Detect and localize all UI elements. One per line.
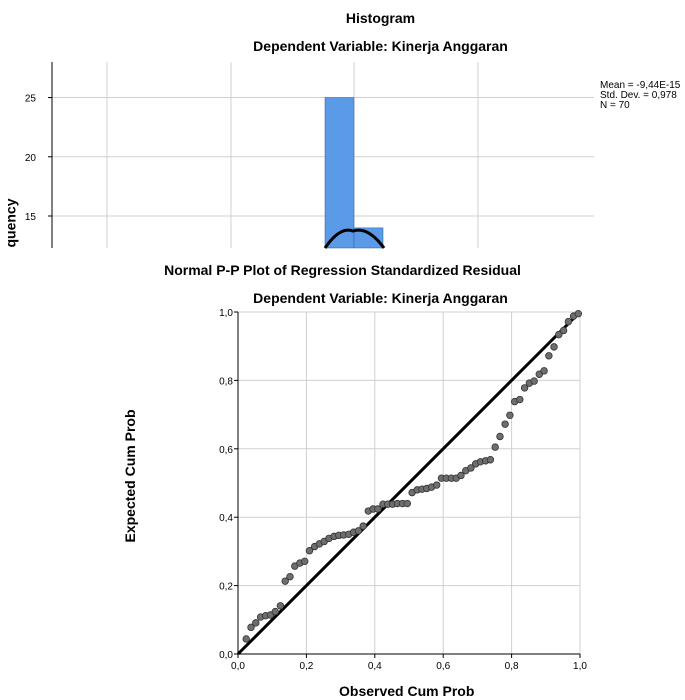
pp-data-point	[276, 602, 285, 610]
pp-data-point	[467, 464, 475, 472]
pp-data-point	[354, 527, 363, 535]
pp-data-point	[491, 443, 499, 451]
pp-data-point	[516, 395, 524, 404]
histogram-bar	[324, 97, 355, 249]
pp-data-point	[242, 635, 250, 643]
pp-data-point	[506, 411, 514, 419]
pp-data-point	[540, 367, 548, 375]
pp-data-point	[300, 557, 309, 566]
pp-y-tick-label: 0,2	[219, 582, 233, 593]
pp-data-point	[564, 317, 573, 326]
stats-std-dev: Std. Dev. = 0,978	[600, 90, 677, 101]
pp-x-tick-label: 0,2	[299, 661, 313, 672]
pp-data-point	[545, 352, 553, 360]
stats-n: N = 70	[600, 100, 630, 111]
histogram-y-tick-label: 15	[25, 212, 37, 223]
pp-data-point	[550, 343, 558, 351]
pp-y-tick-label: 0,4	[219, 513, 233, 524]
pp-data-point	[359, 522, 367, 530]
pp-plot-subtitle: Dependent Variable: Kinerja Anggaran	[253, 290, 508, 306]
pp-data-point	[271, 607, 279, 616]
histogram-y-tick-label: 25	[25, 94, 37, 105]
pp-data-point	[486, 456, 495, 464]
pp-data-point	[286, 573, 294, 581]
stats-mean: Mean = -9,44E-15	[600, 80, 681, 91]
histogram-subtitle: Dependent Variable: Kinerja Anggaran	[253, 38, 508, 54]
pp-data-point	[403, 499, 411, 508]
pp-data-point	[457, 471, 465, 480]
pp-data-point	[433, 481, 441, 489]
pp-plot-x-axis-label: Observed Cum Prob	[339, 683, 475, 699]
histogram-bar	[353, 227, 384, 249]
histogram-normal-curve	[323, 228, 386, 249]
pp-x-tick-label: 0,6	[436, 661, 450, 672]
pp-data-point	[574, 310, 582, 318]
histogram-title: Histogram	[345, 10, 416, 26]
pp-data-point	[305, 547, 314, 555]
pp-data-point	[247, 623, 255, 632]
pp-data-point	[520, 384, 529, 392]
pp-data-point	[530, 377, 538, 385]
pp-y-tick-label: 0,8	[219, 376, 233, 387]
pp-y-tick-label: 0,0	[219, 650, 233, 661]
histogram-stats: Mean = -9,44E-15 Std. Dev. = 0,978 N = 7…	[600, 81, 680, 111]
pp-data-point	[281, 577, 289, 585]
pp-x-tick-label: 1,0	[573, 661, 587, 672]
histogram-y-tick-label: 20	[25, 153, 37, 164]
pp-y-tick-label: 1,0	[219, 308, 233, 319]
pp-data-point	[559, 326, 568, 335]
pp-data-point	[496, 432, 504, 441]
pp-data-point	[555, 330, 563, 339]
pp-x-tick-label: 0,0	[231, 661, 245, 672]
pp-data-point	[252, 619, 260, 627]
pp-plot-title: Normal P-P Plot of Regression Standardiz…	[164, 262, 521, 278]
pp-data-point	[374, 505, 382, 513]
pp-reference-line	[236, 310, 582, 656]
pp-x-tick-label: 0,8	[505, 661, 519, 672]
pp-x-tick-label: 0,4	[368, 661, 382, 672]
pp-data-point	[501, 420, 509, 428]
pp-y-tick-label: 0,6	[219, 445, 233, 456]
